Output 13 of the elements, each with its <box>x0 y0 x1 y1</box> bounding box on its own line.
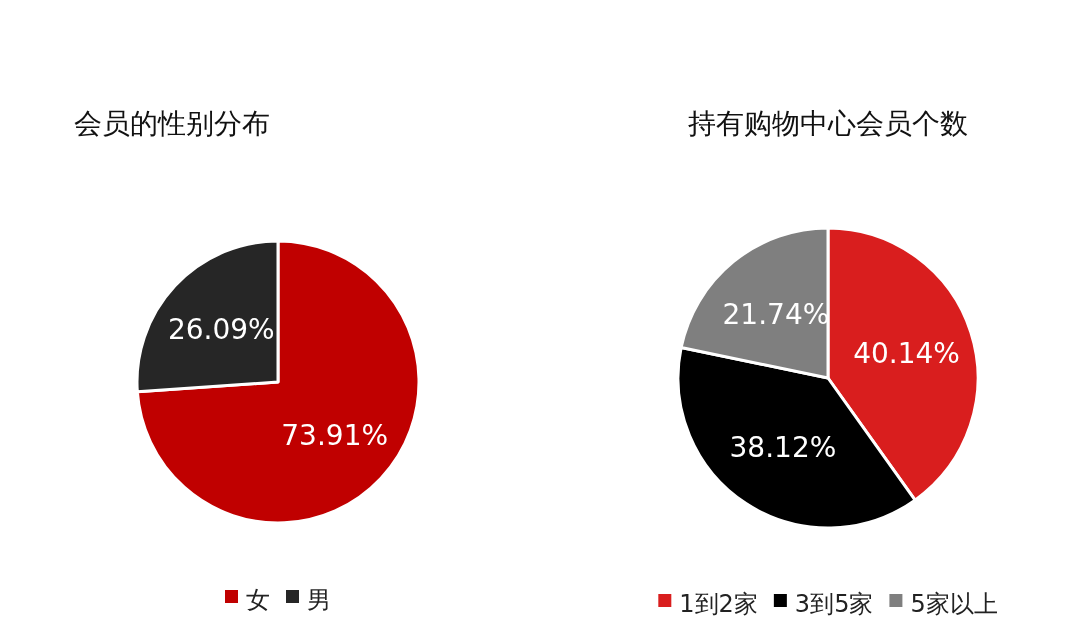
legend-label: 3到5家 <box>794 590 874 618</box>
data-label: 26.09% <box>167 313 275 347</box>
legend-label: 女 <box>246 586 270 614</box>
data-label: 38.12% <box>729 431 837 465</box>
legend-label: 5家以上 <box>910 590 998 618</box>
chart-title: 会员的性别分布 <box>74 107 270 140</box>
chart-title: 持有购物中心会员个数 <box>688 107 968 140</box>
pie-slice <box>135 239 421 525</box>
legend-label: 男 <box>307 586 331 614</box>
data-label: 21.74% <box>722 298 830 332</box>
data-label: 40.14% <box>853 336 960 370</box>
data-label: 73.91% <box>281 418 389 452</box>
legend-label: 1到2家 <box>679 590 758 618</box>
